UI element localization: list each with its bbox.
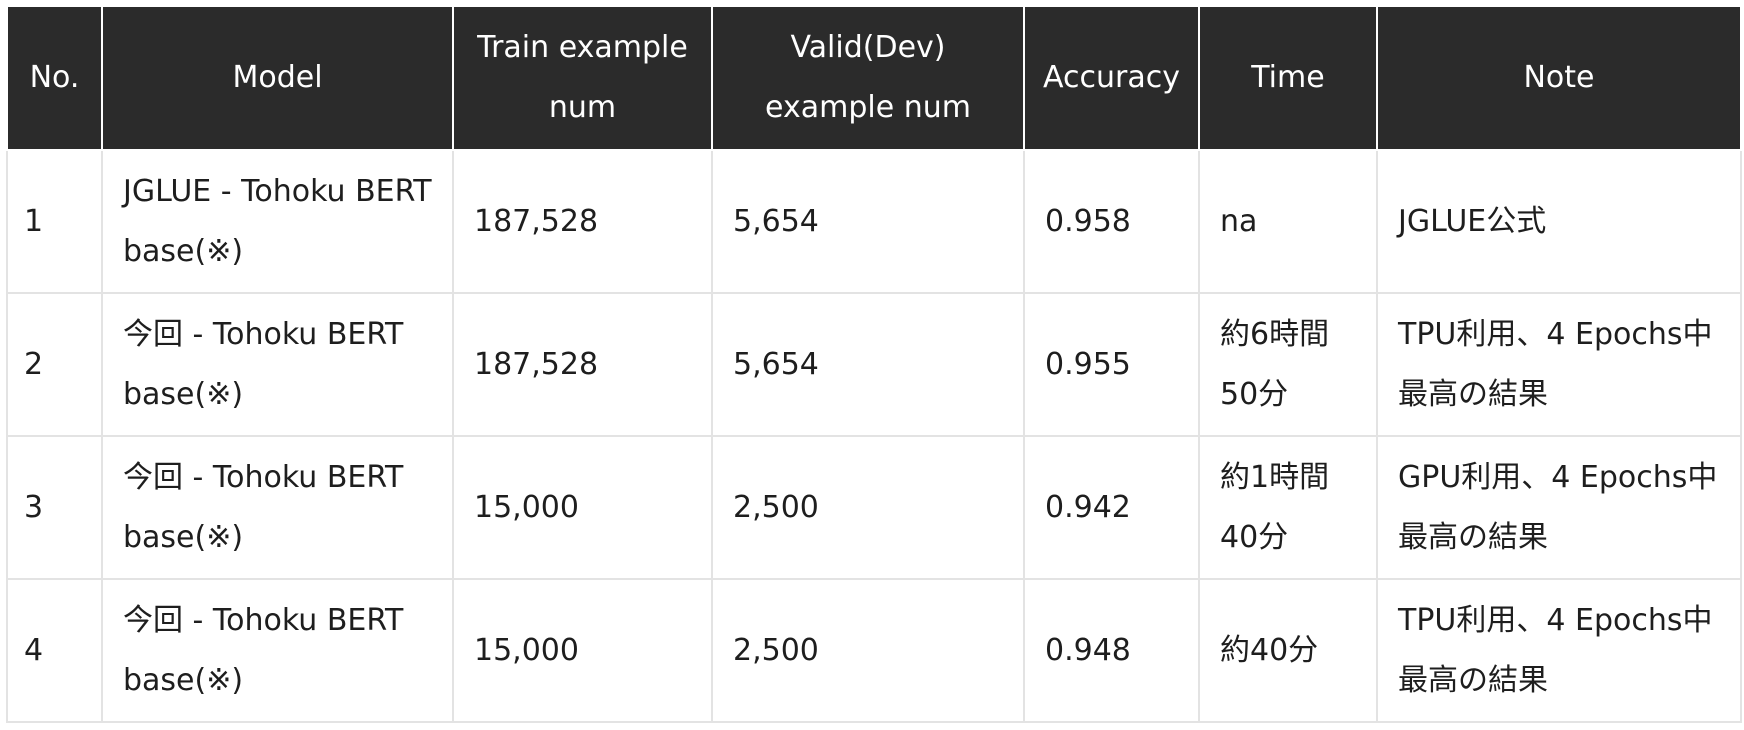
cell-time: 約1時間40分: [1198, 435, 1378, 580]
cell-time: 約40分: [1198, 578, 1378, 723]
cell-no: 2: [6, 292, 103, 437]
cell-train-example-num: 187,528: [452, 149, 713, 294]
cell-note: TPU利用、4 Epochs中最高の結果: [1376, 292, 1742, 437]
header-row: No. Model Train example num Valid(Dev) e…: [6, 5, 1742, 151]
results-table-container: No. Model Train example num Valid(Dev) e…: [6, 5, 1742, 723]
table-row: 4 今回 - Tohoku BERT base(※) 15,000 2,500 …: [6, 578, 1742, 723]
header-no: No.: [6, 5, 103, 151]
cell-train-example-num: 15,000: [452, 435, 713, 580]
cell-model: 今回 - Tohoku BERT base(※): [101, 435, 454, 580]
table-row: 2 今回 - Tohoku BERT base(※) 187,528 5,654…: [6, 292, 1742, 437]
cell-accuracy: 0.942: [1023, 435, 1200, 580]
cell-accuracy: 0.958: [1023, 149, 1200, 294]
table-row: 1 JGLUE - Tohoku BERT base(※) 187,528 5,…: [6, 149, 1742, 294]
table-header: No. Model Train example num Valid(Dev) e…: [6, 5, 1742, 151]
cell-no: 1: [6, 149, 103, 294]
header-model: Model: [101, 5, 454, 151]
results-table: No. Model Train example num Valid(Dev) e…: [6, 5, 1742, 723]
table-row: 3 今回 - Tohoku BERT base(※) 15,000 2,500 …: [6, 435, 1742, 580]
cell-note: TPU利用、4 Epochs中最高の結果: [1376, 578, 1742, 723]
cell-time: 約6時間50分: [1198, 292, 1378, 437]
cell-no: 3: [6, 435, 103, 580]
cell-train-example-num: 187,528: [452, 292, 713, 437]
cell-valid-example-num: 2,500: [711, 435, 1025, 580]
cell-accuracy: 0.948: [1023, 578, 1200, 723]
cell-valid-example-num: 2,500: [711, 578, 1025, 723]
cell-valid-example-num: 5,654: [711, 292, 1025, 437]
header-valid-example-num: Valid(Dev) example num: [711, 5, 1025, 151]
cell-model: 今回 - Tohoku BERT base(※): [101, 578, 454, 723]
cell-valid-example-num: 5,654: [711, 149, 1025, 294]
cell-train-example-num: 15,000: [452, 578, 713, 723]
cell-accuracy: 0.955: [1023, 292, 1200, 437]
cell-no: 4: [6, 578, 103, 723]
cell-note: JGLUE公式: [1376, 149, 1742, 294]
cell-model: JGLUE - Tohoku BERT base(※): [101, 149, 454, 294]
cell-model: 今回 - Tohoku BERT base(※): [101, 292, 454, 437]
cell-note: GPU利用、4 Epochs中最高の結果: [1376, 435, 1742, 580]
header-train-example-num: Train example num: [452, 5, 713, 151]
header-accuracy: Accuracy: [1023, 5, 1200, 151]
table-body: 1 JGLUE - Tohoku BERT base(※) 187,528 5,…: [6, 149, 1742, 723]
header-note: Note: [1376, 5, 1742, 151]
cell-time: na: [1198, 149, 1378, 294]
header-time: Time: [1198, 5, 1378, 151]
